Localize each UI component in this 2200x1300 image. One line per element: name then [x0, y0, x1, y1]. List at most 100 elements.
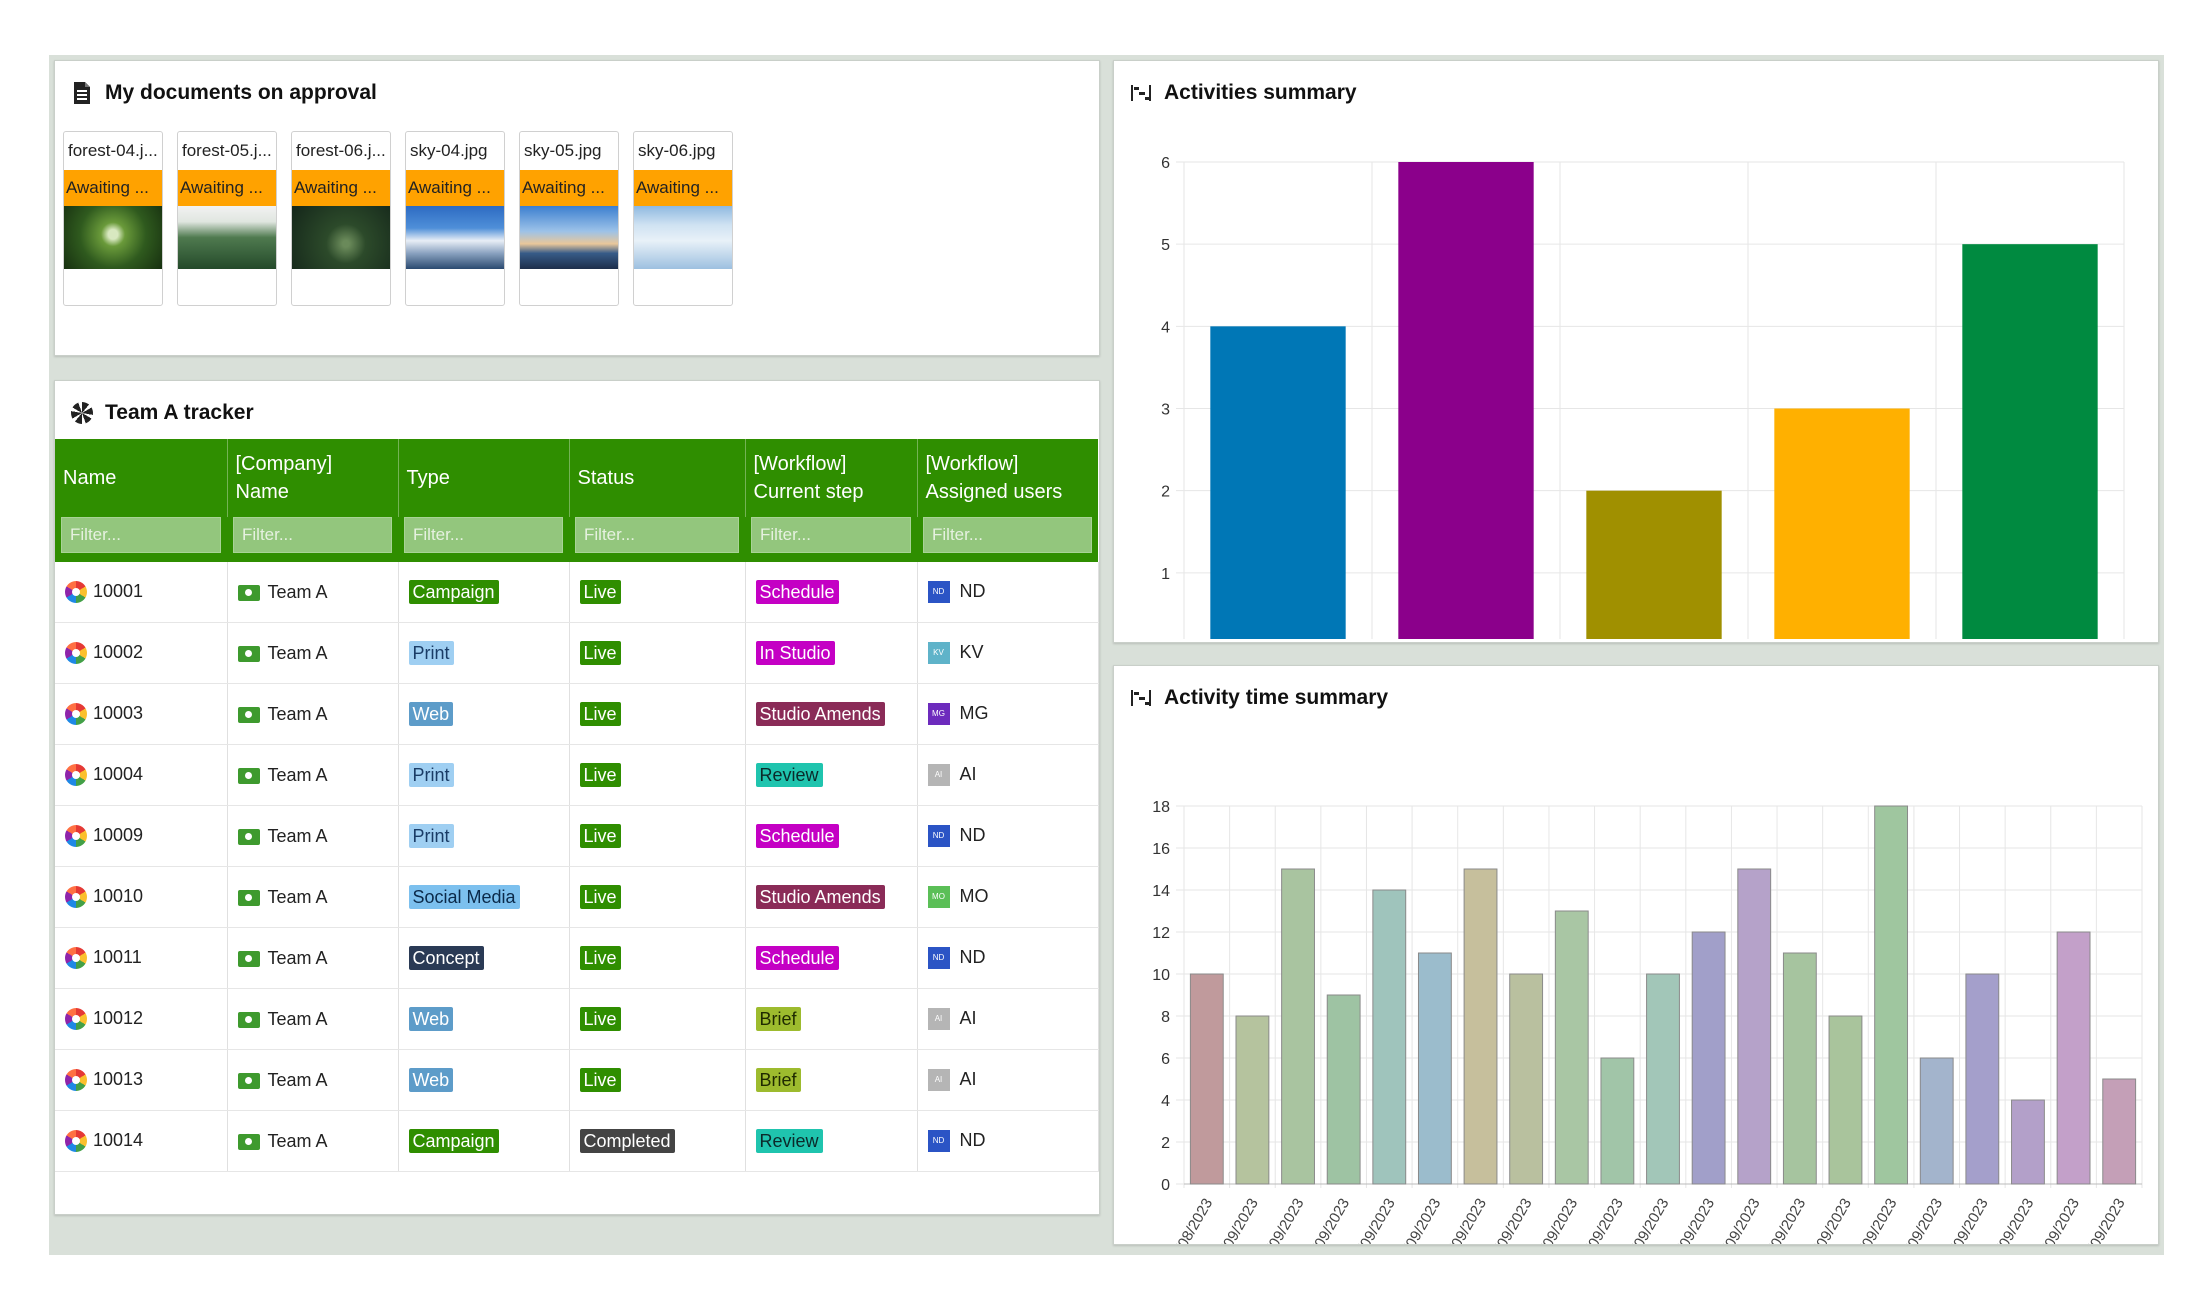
step-cell: Schedule: [745, 927, 918, 989]
tracker-header-row: Name [Company] Name Type Status [Workflow] Cur…: [55, 439, 1099, 517]
user-initials: MG: [959, 702, 989, 723]
type-cell: Social Media: [398, 866, 570, 928]
bar[interactable]: [1586, 490, 1722, 639]
document-name: sky-06.jpg: [638, 141, 716, 160]
bar[interactable]: [1210, 326, 1346, 639]
company-name: Team A: [267, 581, 328, 602]
status-cell: Live: [569, 805, 746, 867]
column-filter-input[interactable]: [751, 517, 911, 553]
tag-badge: Completed: [579, 1129, 675, 1153]
tag-badge: Live: [579, 946, 621, 970]
document-card[interactable]: sky-06.jpg Awaiting ...: [633, 131, 733, 306]
documents-panel-header: My documents on approval: [71, 75, 377, 111]
name-cell[interactable]: 10004: [55, 744, 228, 806]
bar[interactable]: [1874, 805, 1909, 1185]
bar[interactable]: [1372, 889, 1407, 1185]
bar[interactable]: [1398, 162, 1534, 639]
document-card[interactable]: forest-06.j... Awaiting ...: [291, 131, 391, 306]
filter-cell: [398, 517, 569, 562]
step-cell: Review: [745, 744, 918, 806]
column-filter-input[interactable]: [404, 517, 563, 553]
column-header[interactable]: Name: [55, 439, 228, 517]
name-cell[interactable]: 10013: [55, 1049, 228, 1111]
bar[interactable]: [1919, 1057, 1954, 1185]
bar[interactable]: [1965, 973, 2000, 1185]
project-id: 10003: [93, 702, 144, 723]
column-header[interactable]: Status: [569, 439, 746, 517]
users-cell: AI AI: [917, 988, 1099, 1050]
name-cell[interactable]: 10010: [55, 866, 228, 928]
table-row[interactable]: 10011 Team A Concept Live Schedule ND ND: [55, 927, 1099, 989]
table-row[interactable]: 10001 Team A Campaign Live Schedule ND ND: [55, 562, 1099, 623]
bar[interactable]: [1463, 868, 1498, 1185]
user-avatar: KV: [927, 642, 950, 665]
column-header[interactable]: [Workflow] Assigned users: [917, 439, 1099, 517]
column-header[interactable]: [Workflow] Current step: [745, 439, 918, 517]
name-cell[interactable]: 10002: [55, 622, 228, 684]
y-tick-label: 6: [1161, 155, 1170, 172]
document-card[interactable]: sky-04.jpg Awaiting ...: [405, 131, 505, 306]
column-filter-input[interactable]: [923, 517, 1092, 553]
bar[interactable]: [1782, 952, 1817, 1185]
bar[interactable]: [1189, 973, 1224, 1185]
name-cell[interactable]: 10012: [55, 988, 228, 1050]
bar[interactable]: [2102, 1078, 2137, 1185]
company-icon: [237, 889, 260, 906]
bar[interactable]: [1737, 868, 1772, 1185]
status-cell: Live: [569, 562, 746, 623]
name-cell[interactable]: 10003: [55, 683, 228, 745]
y-tick-label: 5: [1161, 237, 1170, 254]
column-filter-input[interactable]: [61, 517, 221, 553]
table-row[interactable]: 10014 Team A Campaign Completed Review ND ND: [55, 1110, 1099, 1172]
bar[interactable]: [1962, 244, 2098, 639]
name-cell[interactable]: 10009: [55, 805, 228, 867]
company-icon: [237, 1072, 260, 1089]
bar[interactable]: [2056, 931, 2091, 1185]
table-row[interactable]: 10002 Team A Print Live In Studio KV KV: [55, 622, 1099, 684]
document-card[interactable]: forest-04.j... Awaiting ...: [63, 131, 163, 306]
project-icon: [65, 703, 87, 726]
status-cell: Live: [569, 927, 746, 989]
table-row[interactable]: 10009 Team A Print Live Schedule ND ND: [55, 805, 1099, 867]
user-initials: ND: [959, 1129, 986, 1150]
bar[interactable]: [1600, 1057, 1635, 1185]
name-cell[interactable]: 10011: [55, 927, 228, 989]
table-row[interactable]: 10013 Team A Web Live Brief AI AI: [55, 1049, 1099, 1111]
column-header[interactable]: [Company] Name: [227, 439, 399, 517]
tag-badge: Print: [408, 641, 454, 665]
project-id: 10009: [93, 824, 144, 845]
type-cell: Campaign: [398, 562, 570, 623]
column-header[interactable]: Type: [398, 439, 570, 517]
bar[interactable]: [1691, 931, 1726, 1185]
bar[interactable]: [1417, 952, 1452, 1185]
bar[interactable]: [1774, 408, 1910, 640]
document-card[interactable]: forest-05.j... Awaiting ...: [177, 131, 277, 306]
bar[interactable]: [1828, 1015, 1863, 1185]
name-cell[interactable]: 10014: [55, 1110, 228, 1172]
bar[interactable]: [1281, 868, 1315, 1185]
bar[interactable]: [1646, 973, 1680, 1185]
company-name: Team A: [267, 947, 328, 968]
company-name: Team A: [267, 825, 328, 846]
project-id: 10013: [93, 1068, 144, 1089]
status-cell: Completed: [569, 1110, 746, 1172]
filter-cell: [917, 517, 1098, 562]
bar[interactable]: [2011, 1099, 2045, 1185]
table-row[interactable]: 10004 Team A Print Live Review AI AI: [55, 744, 1099, 806]
name-cell[interactable]: 10001: [55, 562, 228, 623]
table-row[interactable]: 10012 Team A Web Live Brief AI AI: [55, 988, 1099, 1050]
table-row[interactable]: 10003 Team A Web Live Studio Amends MG MG: [55, 683, 1099, 745]
column-filter-input[interactable]: [575, 517, 739, 553]
company-icon: [237, 1011, 260, 1028]
step-cell: Studio Amends: [745, 866, 918, 928]
bar[interactable]: [1326, 994, 1361, 1185]
table-row[interactable]: 10010 Team A Social Media Live Studio Amends…: [55, 866, 1099, 928]
users-cell: MG MG: [917, 683, 1099, 745]
tracker-panel-header: Team A tracker: [71, 395, 254, 431]
column-filter-input[interactable]: [233, 517, 392, 553]
tag-badge: In Studio: [755, 641, 835, 665]
document-card[interactable]: sky-05.jpg Awaiting ...: [519, 131, 619, 306]
bar[interactable]: [1509, 973, 1544, 1185]
bar[interactable]: [1235, 1015, 1270, 1185]
bar[interactable]: [1554, 910, 1589, 1185]
